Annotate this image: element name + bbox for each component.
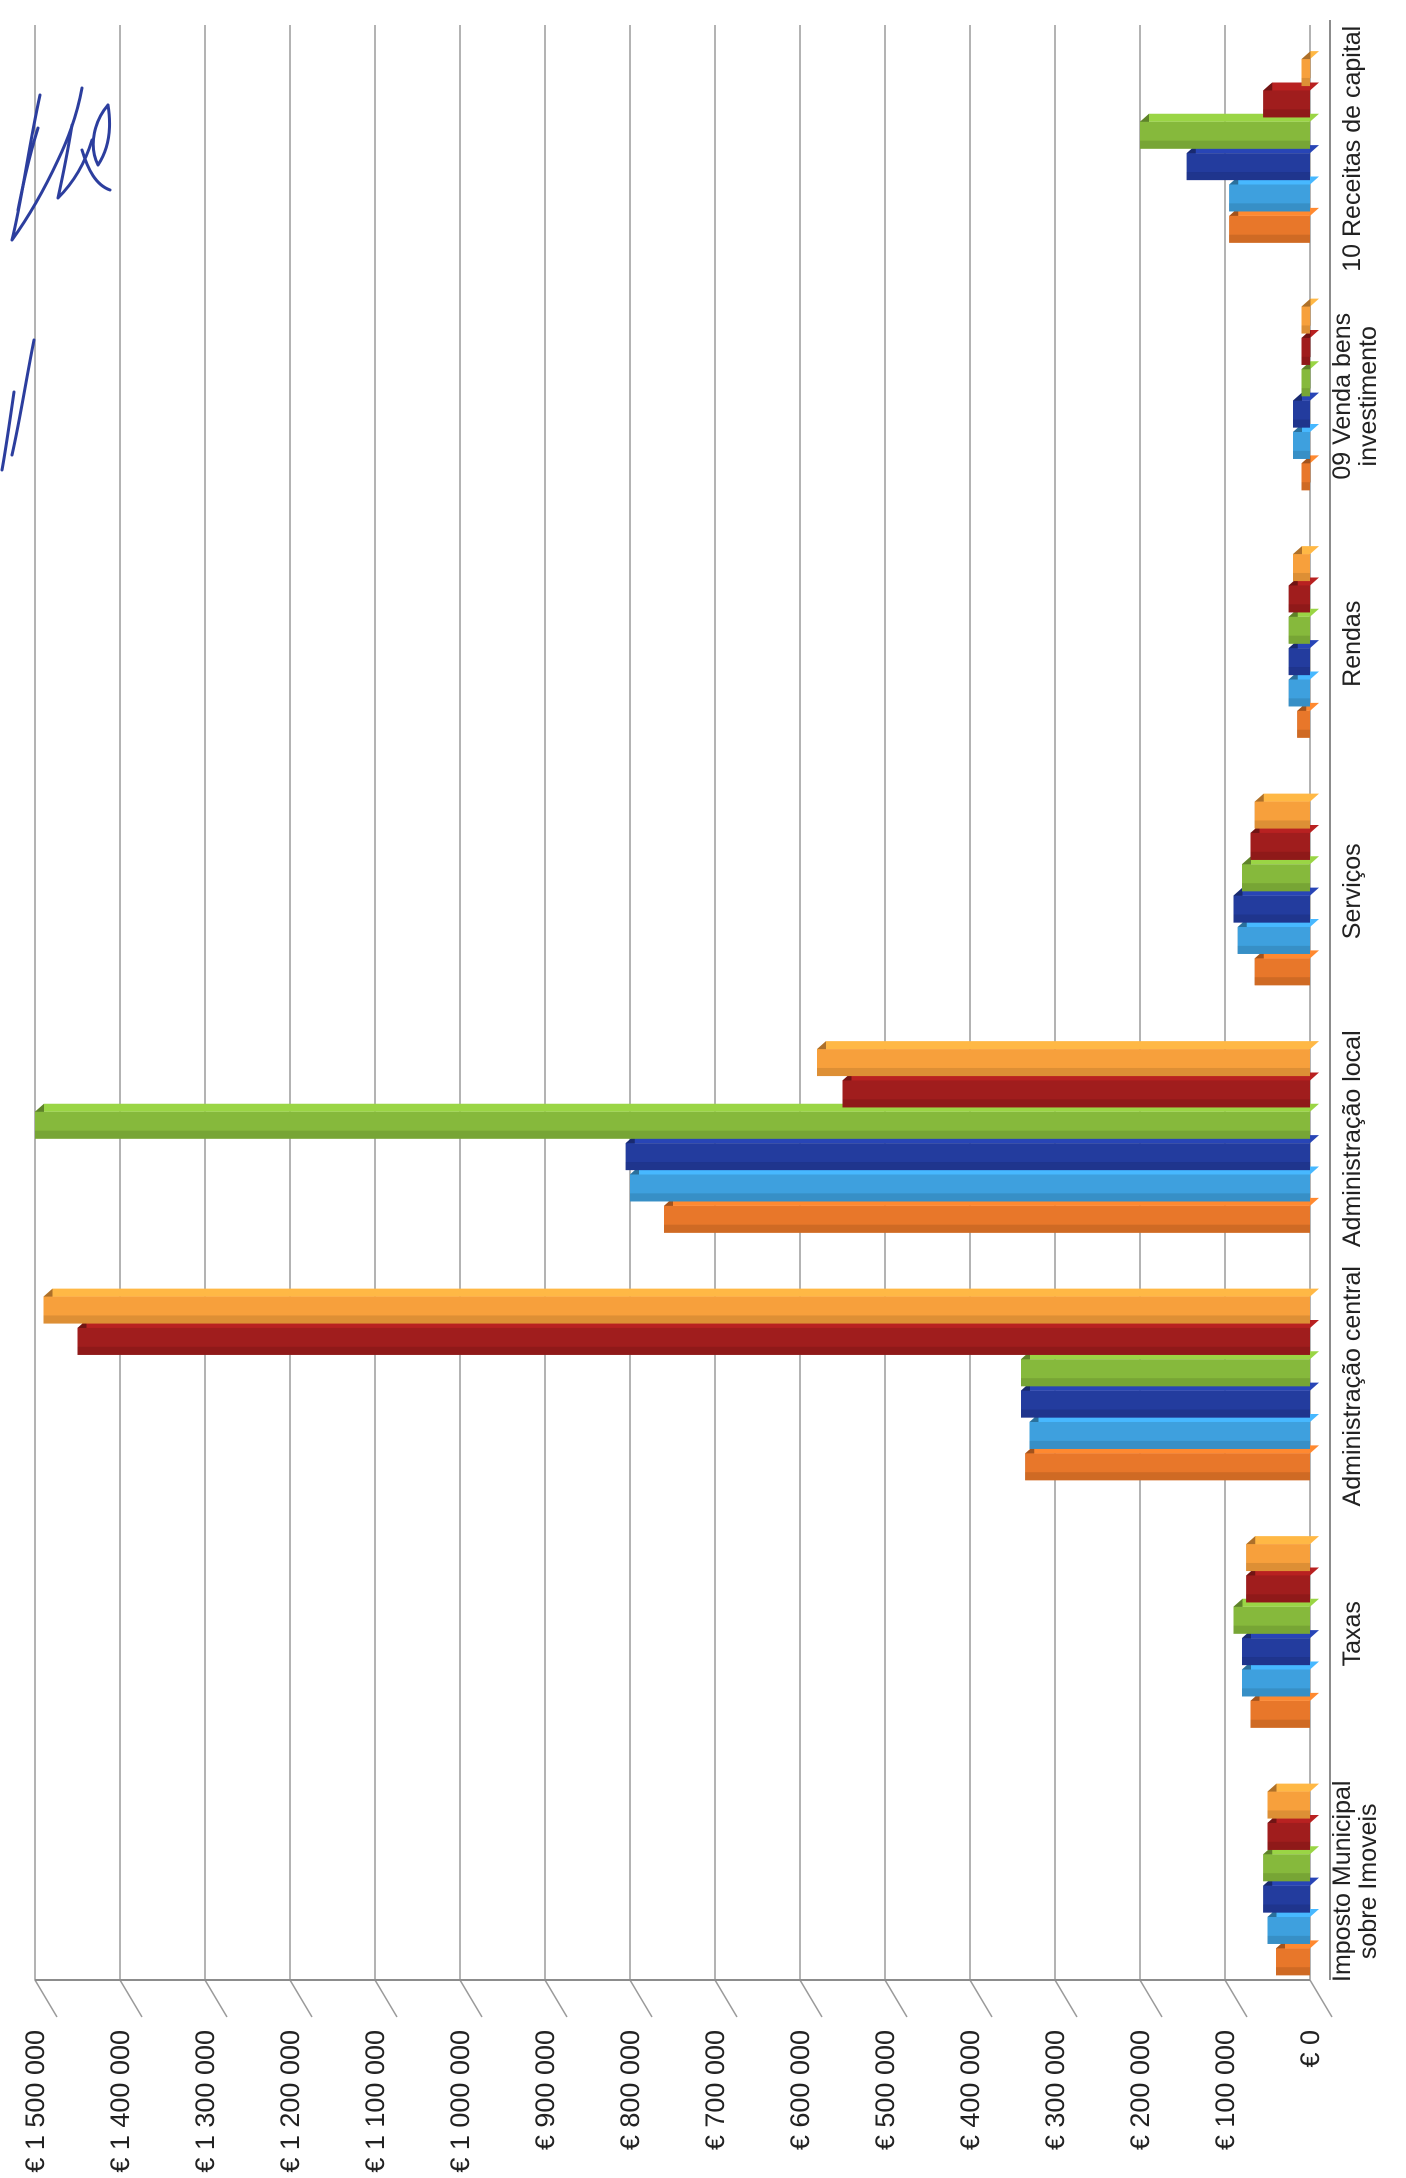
bar xyxy=(1301,298,1319,334)
value-tick-label: € 1 400 000 xyxy=(105,2030,135,2173)
bar xyxy=(1229,176,1319,212)
value-tick-label: € 0 xyxy=(1295,2030,1325,2068)
value-tick-label: € 200 000 xyxy=(1125,2030,1155,2150)
bar xyxy=(1267,1783,1319,1819)
bar xyxy=(1267,1908,1319,1944)
bar xyxy=(1301,361,1319,397)
value-tick-label: € 400 000 xyxy=(955,2030,985,2150)
value-tick-label: € 700 000 xyxy=(700,2030,730,2150)
bar xyxy=(1246,1567,1319,1603)
bar xyxy=(1254,950,1319,986)
category-label: Taxas xyxy=(1338,1601,1366,1666)
value-tick-label: € 1 000 000 xyxy=(445,2030,475,2173)
bar xyxy=(1186,145,1319,181)
bar xyxy=(1276,1940,1319,1976)
bar xyxy=(1301,455,1319,491)
value-tick-label: € 1 500 000 xyxy=(20,2030,50,2173)
bar xyxy=(1263,82,1319,118)
value-tick-label: € 100 000 xyxy=(1210,2030,1240,2150)
category-label: 09 Venda bensinvestimento xyxy=(1328,313,1382,480)
bars xyxy=(35,51,1319,1976)
value-tick-label: € 1 100 000 xyxy=(360,2030,390,2173)
bar xyxy=(1301,329,1319,365)
value-tick-label: € 300 000 xyxy=(1040,2030,1070,2150)
bar xyxy=(77,1319,1319,1355)
bar xyxy=(1293,546,1319,582)
value-tick-label: € 1 200 000 xyxy=(275,2030,305,2173)
category-axis-labels: Imposto Municipalsobre Imoveis Taxas Admin… xyxy=(1328,26,1382,1982)
category-label: Serviços xyxy=(1338,843,1366,939)
bar xyxy=(1297,702,1319,738)
chart-axes xyxy=(35,20,1331,1981)
bar xyxy=(1025,1445,1319,1481)
category-label: Administração central xyxy=(1338,1266,1366,1506)
bar xyxy=(1233,1598,1319,1634)
bar xyxy=(1301,51,1319,87)
bar xyxy=(43,1288,1319,1324)
bar xyxy=(1288,608,1319,644)
category-label: Rendas xyxy=(1338,601,1366,687)
value-tick-label: € 800 000 xyxy=(615,2030,645,2150)
bar xyxy=(1246,1536,1319,1572)
value-axis-tick-labels: € 0 € 100 000 € 200 000 € 300 000 € 400 000 €… xyxy=(20,2030,1325,2173)
value-tick-label: € 600 000 xyxy=(785,2030,815,2150)
value-tick-label: € 500 000 xyxy=(870,2030,900,2150)
value-tick-label: € 900 000 xyxy=(530,2030,560,2150)
bar xyxy=(1029,1413,1319,1449)
category-label: Administração local xyxy=(1338,1030,1366,1247)
value-tick-label: € 1 300 000 xyxy=(190,2030,220,2173)
bar xyxy=(1293,423,1319,459)
axis-line xyxy=(35,20,1331,1981)
category-label: Imposto Municipalsobre Imoveis xyxy=(1328,1781,1382,1982)
bar xyxy=(1254,793,1319,829)
bar xyxy=(1293,392,1319,428)
bar xyxy=(1250,1692,1319,1728)
category-label: 10 Receitas de capital xyxy=(1338,26,1366,272)
bar xyxy=(35,1103,1319,1139)
bar xyxy=(817,1041,1319,1077)
